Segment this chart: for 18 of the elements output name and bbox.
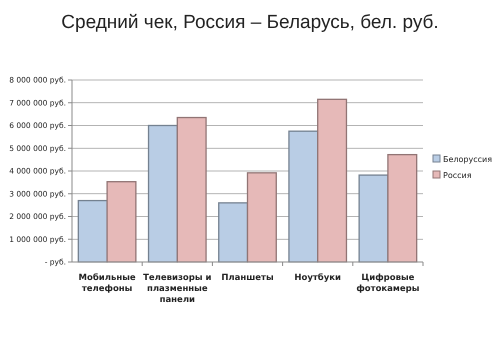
- bar: [387, 154, 418, 263]
- bar: [148, 124, 178, 263]
- legend-label: Россия: [443, 170, 472, 180]
- x-tick-label: Телевизоры и плазменные панели: [143, 273, 212, 305]
- x-tick-label: Мобильные телефоны: [78, 273, 136, 294]
- x-tick-label: Ноутбуки: [294, 273, 342, 283]
- bar: [218, 202, 248, 263]
- bar: [176, 116, 207, 263]
- bar: [358, 174, 389, 263]
- x-tick-label: Цифровые фотокамеры: [356, 273, 420, 294]
- bar: [106, 181, 137, 263]
- bar: [317, 98, 348, 263]
- x-tick-label: Планшеты: [221, 273, 274, 283]
- legend-label: Белоруссия: [443, 154, 492, 164]
- chart-title: Средний чек, Россия – Беларусь, бел. руб.: [61, 12, 439, 33]
- bar: [246, 172, 277, 263]
- bar: [78, 200, 108, 263]
- bar: [288, 130, 318, 263]
